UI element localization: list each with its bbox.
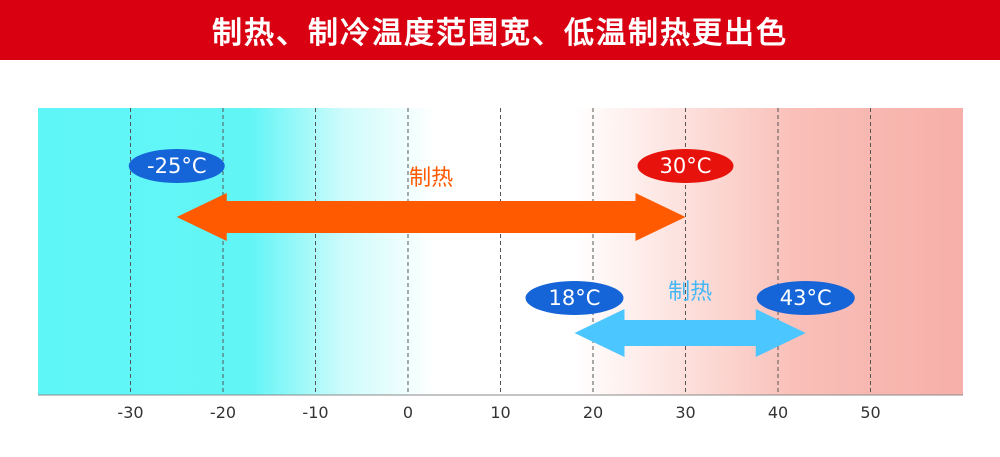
x-tick-label: 20 [583,403,603,422]
title-banner: 制热、制冷温度范围宽、低温制热更出色 [0,0,1000,60]
x-tick-label: 10 [490,403,510,422]
range-end-pill [637,149,734,183]
range-end-pill-label: 43°C [780,286,832,310]
x-tick-label: 40 [768,403,788,422]
range-start-pill [128,149,225,183]
banner-title: 制热、制冷温度范围宽、低温制热更出色 [212,16,788,51]
x-tick-label: 0 [403,403,413,422]
range-start-pill-label: 18°C [549,286,601,310]
range-end-pill [756,281,855,315]
x-tick-label: -20 [210,403,236,422]
range-start-pill [525,281,624,315]
range-end-pill-label: 30°C [660,154,712,178]
x-tick-label: -30 [117,403,143,422]
range-label: 制热 [668,280,712,305]
x-tick-label: 30 [675,403,695,422]
range-arrow [574,309,806,357]
range-start-pill-label: -25°C [147,154,206,178]
x-tick-label: -10 [302,403,328,422]
x-tick-label: 50 [860,403,880,422]
range-label: 制热 [409,166,453,191]
range-arrow [176,193,686,241]
